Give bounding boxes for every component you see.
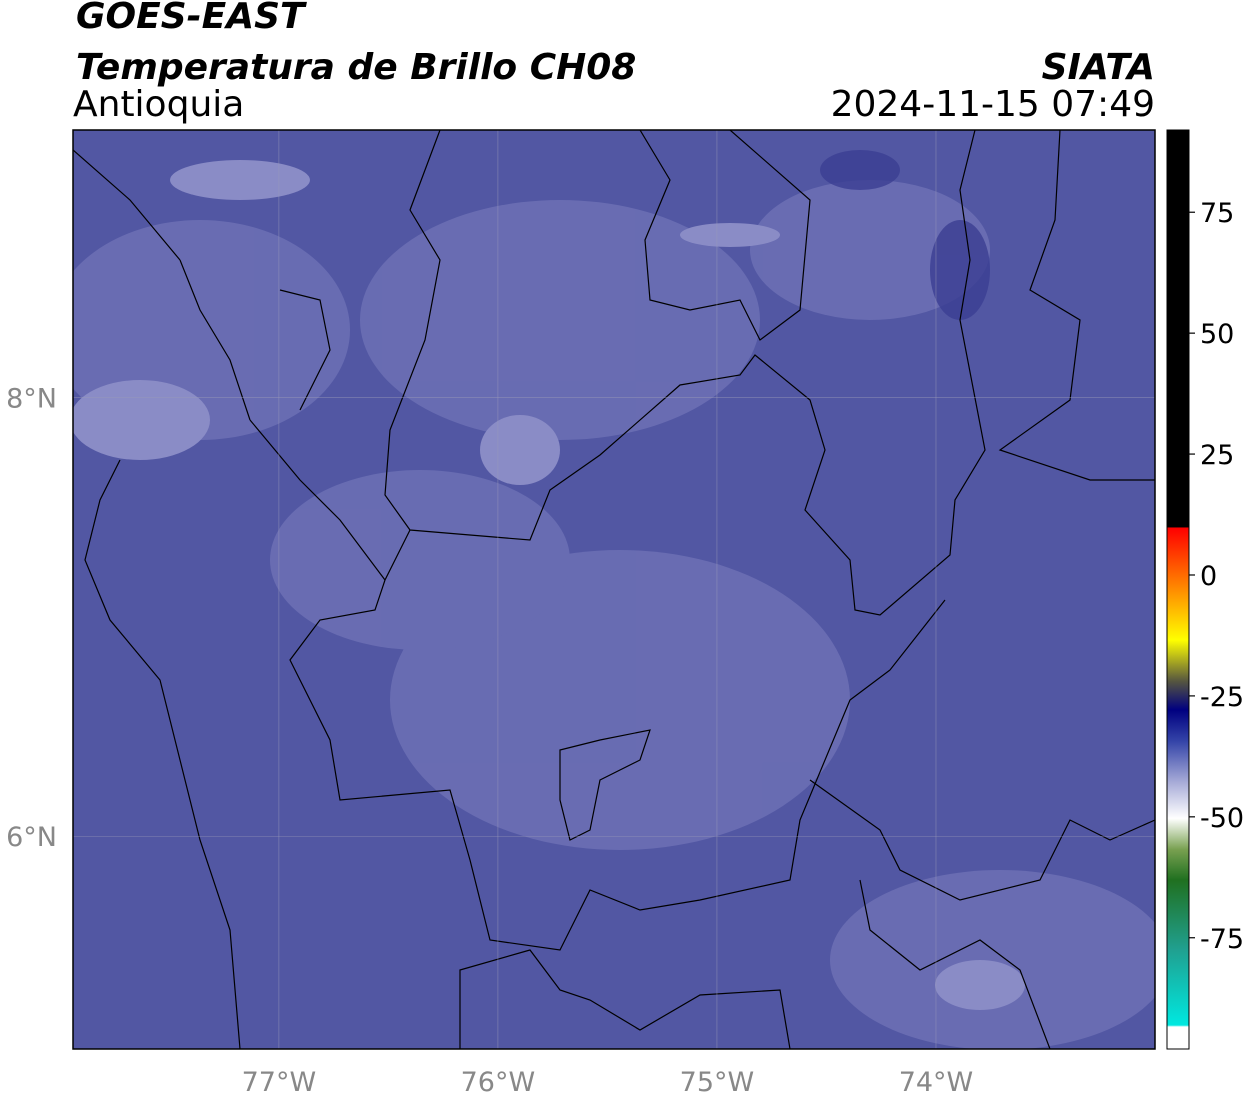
boundaries <box>73 130 1155 1049</box>
y-tick-label: 6°N <box>6 822 57 853</box>
datetime: 2024-11-15 07:49 <box>831 84 1155 125</box>
x-tick-label: 76°W <box>461 1067 536 1098</box>
x-tick-label: 77°W <box>242 1067 317 1098</box>
cloud-bright <box>73 160 1025 1010</box>
colorbar-tick-label: 25 <box>1200 440 1234 471</box>
x-tick-label: 74°W <box>899 1067 974 1098</box>
region: Antioquia <box>73 84 244 125</box>
y-tick-label: 8°N <box>6 384 57 415</box>
colorbar-tick-label: -25 <box>1200 682 1244 713</box>
colorbar-tick-label: -75 <box>1200 924 1244 955</box>
colorbar-tick-label: -50 <box>1200 803 1244 834</box>
source: SIATA <box>1042 47 1155 88</box>
colorbar <box>1166 129 1190 1050</box>
cloud-field <box>73 180 1155 1049</box>
map-frame <box>72 129 1156 1050</box>
colorbar-tick-label: 75 <box>1200 198 1234 229</box>
title: GOES-EAST <box>76 0 307 37</box>
subtitle: Temperatura de Brillo CH08 <box>76 47 636 88</box>
colorbar-tick-label: 0 <box>1200 561 1217 592</box>
map <box>73 130 1155 1049</box>
cloud-dark <box>820 150 990 320</box>
colorbar-tick-label: 50 <box>1200 319 1234 350</box>
x-tick-label: 75°W <box>680 1067 755 1098</box>
